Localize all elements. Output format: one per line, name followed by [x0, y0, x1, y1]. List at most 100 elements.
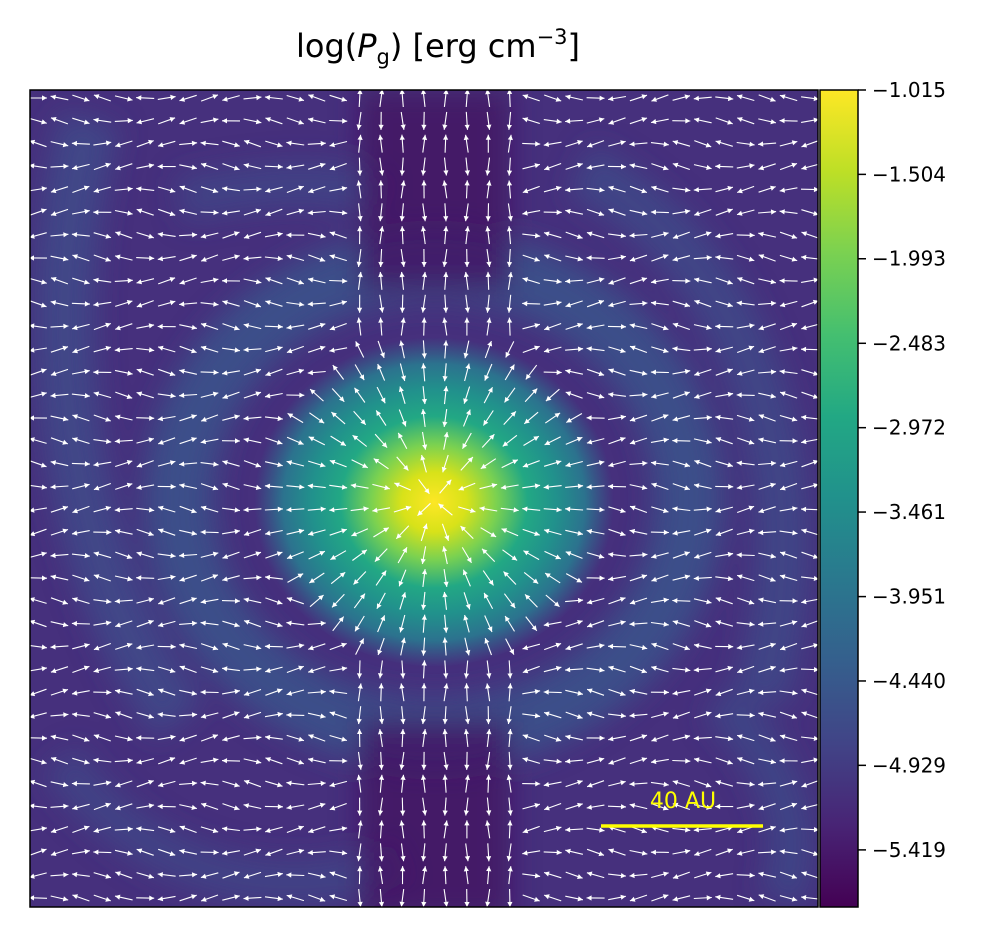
velocity-arrow-head	[72, 325, 78, 331]
velocity-arrow-head	[179, 848, 185, 854]
velocity-arrow-head	[169, 757, 176, 762]
velocity-arrow	[157, 734, 176, 741]
velocity-arrow	[243, 688, 262, 696]
velocity-arrow-head	[170, 734, 176, 740]
velocity-arrow-head	[629, 599, 636, 605]
velocity-arrow-head	[484, 638, 490, 644]
velocity-arrow-head	[620, 348, 626, 354]
velocity-arrow	[736, 644, 755, 650]
velocity-arrow-head	[587, 688, 593, 694]
colorbar-frame	[819, 89, 859, 908]
velocity-arrow	[544, 572, 561, 584]
velocity-arrow	[158, 597, 176, 605]
velocity-arrow-head	[651, 393, 657, 399]
velocity-arrow-head	[555, 96, 562, 102]
velocity-arrow	[736, 552, 755, 558]
velocity-arrow	[486, 249, 492, 267]
velocity-arrow	[308, 162, 326, 170]
velocity-arrow	[400, 660, 406, 679]
velocity-arrow-head	[72, 348, 78, 354]
velocity-arrow	[329, 118, 348, 124]
velocity-arrow-head	[422, 134, 428, 141]
velocity-arrow	[672, 255, 691, 262]
velocity-arrow	[485, 706, 491, 725]
velocity-arrow	[737, 345, 755, 354]
velocity-arrow-head	[157, 416, 164, 422]
velocity-arrow	[543, 209, 562, 215]
velocity-arrow-head	[342, 118, 348, 124]
velocity-arrow	[672, 300, 691, 308]
velocity-arrow	[376, 386, 386, 404]
velocity-arrow	[286, 94, 305, 102]
velocity-arrow	[715, 665, 734, 673]
velocity-arrow-head	[179, 279, 186, 285]
velocity-arrow	[265, 551, 283, 559]
velocity-arrow	[464, 90, 470, 108]
velocity-arrow-head	[169, 117, 176, 122]
velocity-arrow	[136, 300, 154, 308]
velocity-arrow	[50, 392, 69, 399]
velocity-arrow-head	[598, 299, 604, 305]
velocity-arrow	[506, 774, 512, 793]
velocity-arrow-head	[234, 782, 240, 788]
velocity-arrow	[243, 528, 262, 536]
velocity-arrow	[586, 392, 605, 399]
velocity-arrow	[114, 414, 133, 421]
velocity-arrow	[222, 666, 240, 672]
velocity-arrow	[308, 94, 326, 102]
velocity-arrow	[378, 134, 384, 153]
velocity-arrow-head	[442, 729, 448, 735]
velocity-arrow	[442, 728, 448, 748]
velocity-arrow-head	[148, 597, 154, 603]
velocity-arrow-head	[577, 690, 583, 696]
velocity-arrow-head	[72, 165, 78, 171]
velocity-arrow-head	[84, 209, 90, 215]
velocity-arrow	[222, 163, 240, 171]
velocity-arrow-head	[672, 438, 678, 444]
velocity-arrow-head	[421, 650, 427, 656]
velocity-arrow-head	[608, 483, 614, 490]
velocity-arrow-head	[255, 119, 262, 125]
velocity-arrow-head	[354, 387, 360, 394]
velocity-arrow-head	[157, 712, 163, 718]
velocity-arrow	[115, 551, 133, 559]
velocity-arrow	[222, 186, 240, 192]
velocity-arrow-head	[544, 440, 551, 445]
velocity-arrow	[72, 894, 90, 902]
velocity-arrow-head	[510, 411, 516, 417]
velocity-arrow	[443, 203, 449, 222]
velocity-arrow	[72, 414, 90, 422]
velocity-arrow	[544, 734, 562, 742]
velocity-arrow-head	[398, 580, 404, 587]
velocity-arrow-head	[619, 597, 626, 602]
velocity-arrow	[650, 621, 669, 627]
velocity-arrow	[243, 575, 262, 581]
velocity-arrow-head	[342, 278, 348, 284]
velocity-arrow	[114, 369, 133, 376]
velocity-arrow	[179, 552, 198, 558]
velocity-arrow-head	[339, 572, 346, 578]
velocity-arrow	[586, 438, 605, 445]
velocity-arrow-head	[598, 393, 605, 399]
velocity-arrow	[353, 410, 367, 426]
velocity-arrow	[158, 437, 176, 445]
velocity-arrow	[522, 713, 541, 719]
velocity-arrow	[30, 688, 47, 697]
velocity-arrow-head	[556, 278, 562, 284]
velocity-arrow-head	[507, 866, 513, 872]
velocity-arrow-head	[565, 187, 571, 193]
velocity-arrow-head	[63, 232, 69, 238]
velocity-arrow	[200, 301, 219, 307]
velocity-arrow-head	[715, 414, 721, 421]
velocity-arrow-head	[341, 210, 348, 216]
velocity-arrow-head	[319, 462, 326, 468]
velocity-arrow	[484, 363, 493, 381]
velocity-arrow-head	[420, 170, 427, 176]
velocity-arrow-head	[463, 866, 469, 872]
velocity-arrow	[565, 300, 583, 308]
velocity-arrow	[565, 620, 583, 628]
velocity-arrow	[442, 409, 448, 427]
velocity-arrow-head	[535, 141, 541, 147]
velocity-arrow	[758, 781, 777, 787]
velocity-arrow	[736, 414, 755, 422]
